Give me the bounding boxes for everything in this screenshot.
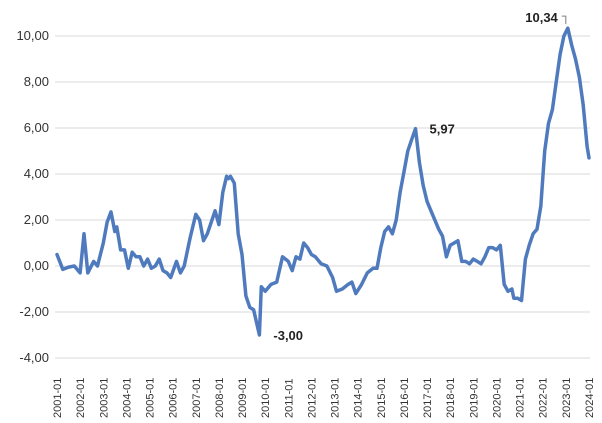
x-tick-label: 2008-01 [214,378,226,418]
x-tick-label: 2007-01 [191,378,203,418]
x-tick-label: 2024-01 [584,378,596,418]
x-tick-label: 2013-01 [330,378,342,418]
y-tick-label: 0,00 [24,258,49,273]
x-tick-label: 2010-01 [260,378,272,418]
series-layer [55,26,591,337]
x-tick-label: 2011-01 [283,378,295,418]
x-axis-ticks: 2001-01 2002-01 2003-01 2004-01 2005-01 2006-… [52,378,596,418]
annotations: 10,34 5,97 -3,00 [273,10,567,343]
x-tick-label: 2006-01 [168,378,180,418]
x-tick-label: 2016-01 [399,378,411,418]
x-tick-label: 2019-01 [468,378,480,418]
annotation-label: -3,00 [273,328,303,343]
x-tick-label: 2021-01 [515,378,527,418]
y-tick-label: 4,00 [24,166,49,181]
series-line [55,26,591,337]
y-tick-label: 8,00 [24,74,49,89]
y-axis-ticks: -4,00 -2,00 0,00 2,00 4,00 6,00 8,00 10,00 [16,28,49,365]
x-tick-label: 2018-01 [445,378,457,418]
x-tick-label: 2022-01 [538,378,550,418]
x-tick-label: 2001-01 [52,378,64,418]
annotation-leader [561,15,567,25]
x-tick-label: 2015-01 [376,378,388,418]
annotation-label: 10,34 [525,10,558,25]
x-tick-label: 2003-01 [98,378,110,418]
x-tick-label: 2002-01 [75,378,87,418]
y-tick-label: -4,00 [19,350,49,365]
grid [55,35,590,359]
x-tick-label: 2014-01 [353,378,365,418]
x-tick-label: 2020-01 [491,378,503,418]
x-tick-label: 2004-01 [121,378,133,418]
y-tick-label: -2,00 [19,304,49,319]
annotation-label: 5,97 [430,122,455,137]
x-tick-label: 2017-01 [422,378,434,418]
y-tick-label: 10,00 [16,28,49,43]
x-tick-label: 2009-01 [237,378,249,418]
y-tick-label: 6,00 [24,120,49,135]
y-tick-label: 2,00 [24,212,49,227]
x-tick-label: 2012-01 [306,378,318,418]
x-tick-label: 2023-01 [561,378,573,418]
x-tick-label: 2005-01 [145,378,157,418]
